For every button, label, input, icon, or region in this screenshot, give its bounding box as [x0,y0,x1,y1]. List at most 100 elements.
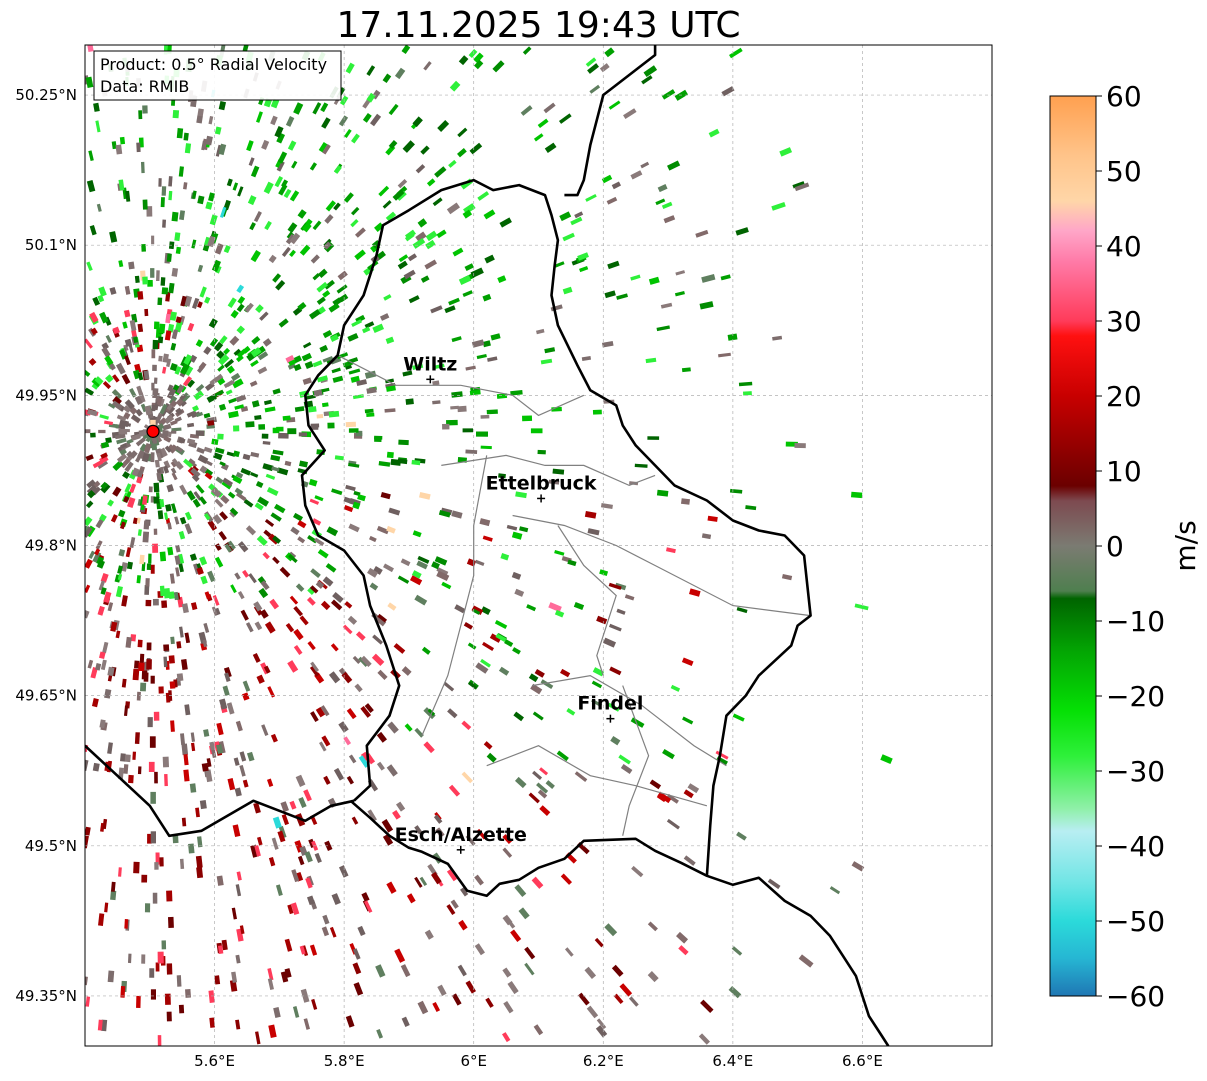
velocity-gate [285,355,295,364]
velocity-gate [170,467,177,475]
velocity-gate [146,659,152,670]
velocity-gate [322,290,331,298]
velocity-gate [607,702,620,712]
velocity-gate [257,836,263,846]
velocity-gate [115,144,123,155]
velocity-gate [168,395,178,405]
velocity-gate [312,518,322,526]
velocity-gate [285,116,295,127]
velocity-gate [442,423,450,430]
city-marker[interactable]: Wiltz [403,353,457,384]
velocity-gate [237,541,249,553]
velocity-gate [195,383,205,393]
velocity-gate [231,907,237,920]
velocity-gate [118,428,128,435]
velocity-gate [230,309,239,319]
velocity-gate [198,361,207,371]
velocity-gate [310,568,321,579]
velocity-gate [321,402,329,408]
velocity-gate [336,284,348,294]
velocity-gate [767,878,781,890]
velocity-gate [289,800,297,810]
velocity-gate [223,347,231,355]
velocity-gate [267,968,274,981]
velocity-gate [155,412,163,423]
velocity-gate [687,783,700,794]
velocity-gate [199,465,208,474]
velocity-gate [217,364,225,372]
velocity-gate [124,338,133,347]
velocity-gate [90,432,96,438]
velocity-gate [584,510,597,519]
velocity-gate [236,871,242,881]
velocity-gate [236,348,247,358]
velocity-gate [179,516,187,525]
velocity-gate [230,372,241,382]
velocity-gate [383,563,394,573]
city-marker[interactable]: Findel [577,693,643,723]
velocity-gate [126,450,134,458]
velocity-gate [415,164,426,174]
velocity-gate [204,236,211,246]
velocity-gate [130,634,137,642]
velocity-gate [482,535,493,542]
velocity-gate [276,467,289,476]
velocity-gate [441,581,452,590]
velocity-gate [236,284,245,294]
radar-site-marker[interactable] [146,424,160,438]
velocity-gate [203,729,210,737]
velocity-gate [699,301,714,310]
colorbar-gradient [1049,95,1097,997]
velocity-gate [176,975,182,987]
velocity-gate [127,497,136,508]
velocity-gate [514,588,525,597]
velocity-gate [140,161,145,174]
velocity-gate [85,526,93,538]
velocity-gate [279,566,291,578]
velocity-gate [271,466,280,472]
velocity-gate [328,302,340,313]
velocity-gate [219,511,228,521]
velocity-gate [425,230,438,242]
city-marker[interactable]: Esch/Alzette [395,824,527,854]
velocity-gate [257,351,269,361]
velocity-gate [224,358,235,369]
velocity-gate [447,708,458,719]
velocity-gate [237,186,244,197]
velocity-gate [144,585,150,595]
velocity-gate [518,907,530,920]
velocity-gate [256,111,263,123]
velocity-gate [850,491,863,499]
velocity-gate [203,622,210,633]
city-marker[interactable]: Ettelbruck [486,472,597,503]
velocity-gate [434,363,445,369]
velocity-gate [376,731,388,743]
velocity-gate [312,360,323,368]
velocity-gate [127,953,132,964]
velocity-gate [129,483,137,494]
velocity-gate [367,567,379,578]
velocity-gate [479,518,491,527]
velocity-gate [532,711,544,721]
velocity-gate [619,983,633,997]
velocity-gate [89,225,97,236]
velocity-gate [152,543,159,553]
velocity-gate [353,982,364,996]
velocity-gate [591,680,603,689]
velocity-gate [274,503,286,514]
velocity-gate [375,964,386,978]
velocity-gate [99,651,106,660]
velocity-gate [142,199,148,210]
velocity-gate [322,355,334,363]
velocity-gate [153,482,160,493]
velocity-gate [310,711,319,722]
velocity-gate [109,231,118,243]
velocity-gate [182,376,192,387]
map-title: 17.11.2025 19:43 UTC [336,5,741,46]
velocity-gate [708,128,720,138]
velocity-gate [400,558,411,567]
velocity-gate [482,293,492,302]
velocity-gate [151,349,156,359]
velocity-gate [137,766,142,775]
velocity-gate [229,507,239,516]
